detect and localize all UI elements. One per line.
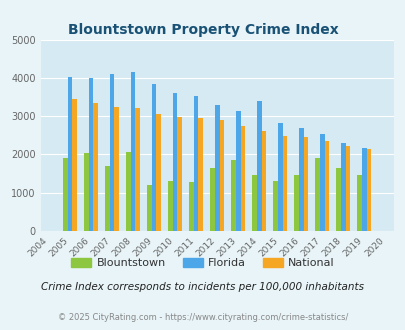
Bar xyxy=(189,182,194,231)
Bar xyxy=(252,176,256,231)
Bar xyxy=(298,128,303,231)
Bar xyxy=(315,158,319,231)
Bar xyxy=(231,160,235,231)
Bar xyxy=(340,143,345,231)
Bar xyxy=(294,176,298,231)
Bar xyxy=(126,151,130,231)
Bar xyxy=(261,131,266,231)
Bar xyxy=(214,105,219,231)
Bar xyxy=(240,126,245,231)
Bar xyxy=(177,117,182,231)
Text: © 2025 CityRating.com - https://www.cityrating.com/crime-statistics/: © 2025 CityRating.com - https://www.city… xyxy=(58,313,347,322)
Bar xyxy=(130,72,135,231)
Bar xyxy=(235,112,240,231)
Bar xyxy=(336,168,340,231)
Bar xyxy=(219,120,224,231)
Bar xyxy=(151,83,156,231)
Bar xyxy=(109,74,114,231)
Bar xyxy=(84,152,89,231)
Bar xyxy=(273,181,277,231)
Legend: Blountstown, Florida, National: Blountstown, Florida, National xyxy=(66,253,339,273)
Bar xyxy=(135,108,140,231)
Bar xyxy=(361,148,366,231)
Bar xyxy=(147,185,151,231)
Bar xyxy=(168,181,173,231)
Bar xyxy=(303,137,307,231)
Bar xyxy=(114,107,119,231)
Bar xyxy=(89,78,93,231)
Bar xyxy=(256,101,261,231)
Bar xyxy=(93,103,98,231)
Bar xyxy=(194,96,198,231)
Bar xyxy=(366,149,371,231)
Bar xyxy=(210,168,214,231)
Bar xyxy=(105,166,109,231)
Bar xyxy=(345,146,350,231)
Bar xyxy=(173,93,177,231)
Bar xyxy=(324,141,328,231)
Bar xyxy=(277,123,282,231)
Bar xyxy=(319,134,324,231)
Text: Blountstown Property Crime Index: Blountstown Property Crime Index xyxy=(68,23,337,37)
Bar xyxy=(156,114,161,231)
Bar xyxy=(282,136,286,231)
Bar xyxy=(72,99,77,231)
Bar xyxy=(356,176,361,231)
Bar xyxy=(198,118,202,231)
Text: Crime Index corresponds to incidents per 100,000 inhabitants: Crime Index corresponds to incidents per… xyxy=(41,282,364,292)
Bar xyxy=(63,158,68,231)
Bar xyxy=(68,77,72,231)
